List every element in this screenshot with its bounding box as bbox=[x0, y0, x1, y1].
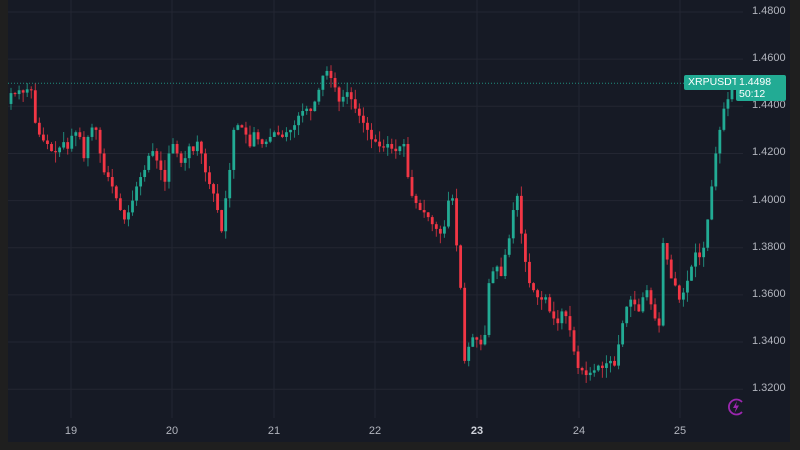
price-tick-label: 1.3600 bbox=[752, 287, 786, 300]
price-tick-label: 1.3400 bbox=[752, 335, 786, 348]
chart-panel[interactable]: 1.4800 1.4600 1.4400 1.4200 1.4000 1.3800 1.36… bbox=[8, 0, 790, 442]
price-tick-label: 1.4800 bbox=[752, 5, 786, 17]
price-tick-label: 1.4200 bbox=[752, 146, 786, 159]
time-tick-label: 25 bbox=[673, 425, 687, 437]
candlestick-chart[interactable] bbox=[8, 0, 790, 442]
time-tick-label: 21 bbox=[267, 425, 281, 437]
price-tick-label: 1.3200 bbox=[752, 382, 786, 395]
price-tick-label: 1.3800 bbox=[752, 240, 786, 253]
time-tick-label: 24 bbox=[572, 425, 586, 437]
bar-countdown: 50:12 bbox=[739, 88, 766, 100]
time-tick-label: 23 bbox=[470, 425, 484, 437]
time-tick-label: 20 bbox=[165, 425, 179, 437]
price-tick-label: 1.4000 bbox=[752, 193, 786, 206]
last-price-label: 1.4498 50:12 bbox=[736, 75, 786, 101]
time-tick-label: 22 bbox=[368, 425, 382, 437]
price-tick-label: 1.4400 bbox=[752, 99, 786, 112]
last-price-value: 1.4498 bbox=[739, 76, 772, 88]
lightning-icon[interactable] bbox=[726, 397, 746, 417]
symbol-label: XRPUSDT bbox=[684, 75, 743, 90]
price-tick-label: 1.4600 bbox=[752, 52, 786, 65]
time-tick-label: 19 bbox=[64, 425, 78, 437]
